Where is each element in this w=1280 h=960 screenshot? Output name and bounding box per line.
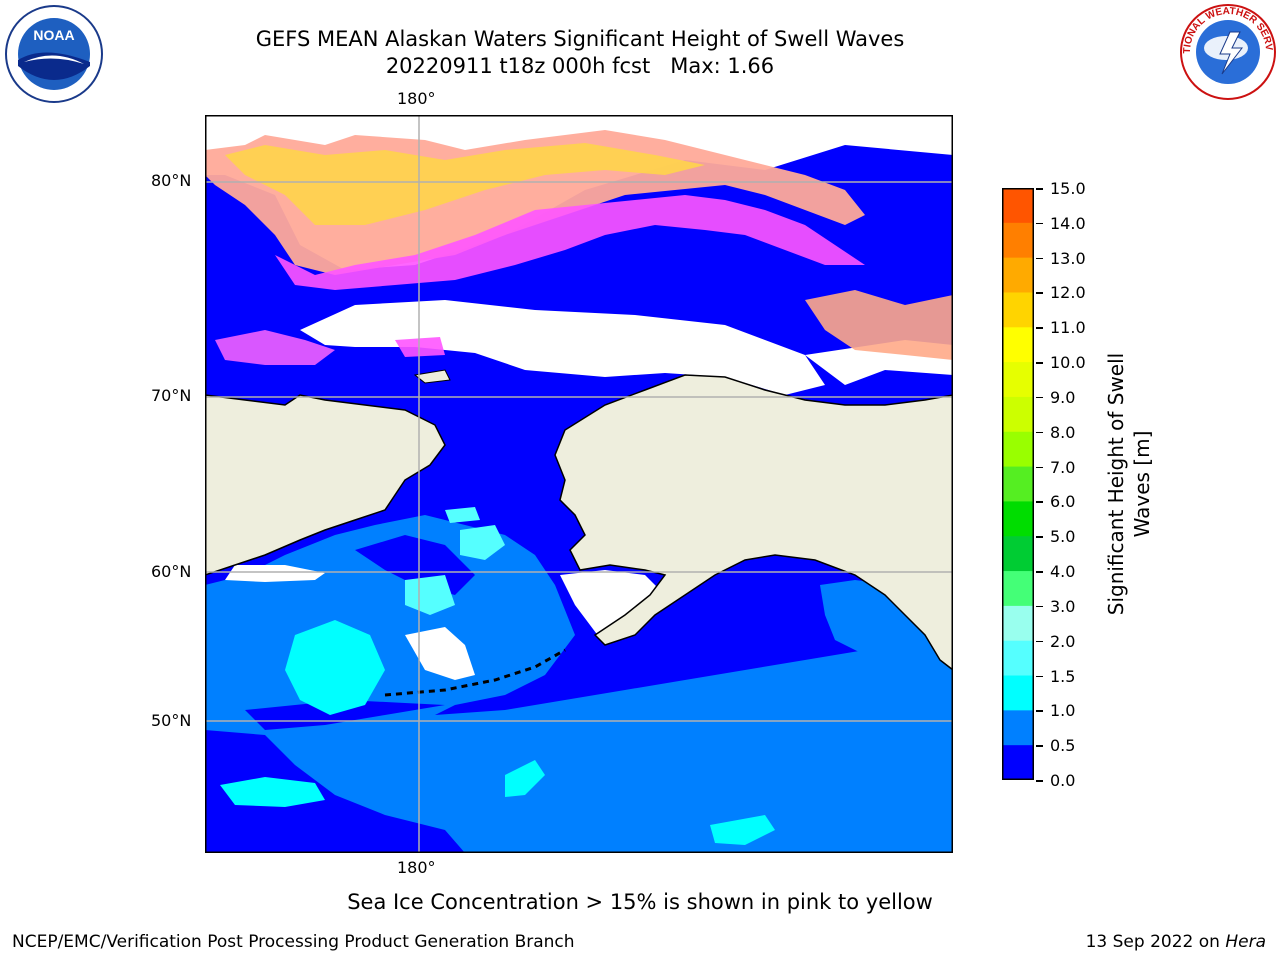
- colorbar-tick: [1036, 397, 1043, 399]
- colorbar-ticks: 15.0 14.0 13.0 12.0 11.0 10.0 9.0 8.0 7.0 6.0 5.0 4…: [1036, 181, 1106, 791]
- colorbar-swatch: [1002, 641, 1034, 676]
- colorbar-tick-label: 2.0: [1050, 634, 1075, 650]
- colorbar-tick-label: 0.0: [1050, 773, 1075, 789]
- colorbar-swatch: [1002, 327, 1034, 362]
- footer-credit: NCEP/EMC/Verification Post Processing Pr…: [12, 932, 575, 952]
- colorbar-tick: [1036, 745, 1043, 747]
- colorbar-tick: [1036, 710, 1043, 712]
- colorbar-tick: [1036, 676, 1043, 678]
- colorbar-tick-label: 14.0: [1050, 216, 1086, 232]
- colorbar-swatch: [1002, 606, 1034, 641]
- chart-subtitle: 20220911 t18z 000h fcst Max: 1.66: [0, 54, 1160, 78]
- colorbar-tick-label: 9.0: [1050, 390, 1075, 406]
- nws-logo: NATIONAL WEATHER SERVICE: [1178, 2, 1280, 102]
- colorbar-swatch: [1002, 432, 1034, 467]
- colorbar-swatch: [1002, 710, 1034, 745]
- colorbar-swatch: [1002, 362, 1034, 397]
- colorbar-swatch: [1002, 223, 1034, 258]
- footer-date-text: 13 Sep 2022 on: [1086, 932, 1226, 952]
- svg-text:NOAA: NOAA: [33, 27, 74, 43]
- colorbar-tick: [1036, 467, 1043, 469]
- colorbar-swatch: [1002, 467, 1034, 502]
- colorbar-tick-label: 11.0: [1050, 320, 1086, 336]
- colorbar-tick-label: 8.0: [1050, 425, 1075, 441]
- colorbar-tick: [1036, 606, 1043, 608]
- lat-label-70: 70°N: [151, 386, 191, 405]
- colorbar-tick-label: 0.5: [1050, 738, 1075, 754]
- colorbar-swatch: [1002, 292, 1034, 327]
- colorbar-tick-label: 1.5: [1050, 669, 1075, 685]
- colorbar-tick: [1036, 501, 1043, 503]
- colorbar-tick-label: 1.0: [1050, 703, 1075, 719]
- colorbar-tick-label: 12.0: [1050, 285, 1086, 301]
- colorbar: [1002, 188, 1034, 780]
- colorbar-tick-label: 15.0: [1050, 181, 1086, 197]
- lat-label-50: 50°N: [151, 711, 191, 730]
- colorbar-tick: [1036, 223, 1043, 225]
- colorbar-tick-label: 5.0: [1050, 529, 1075, 545]
- lon-label-top: 180°: [397, 89, 436, 108]
- colorbar-swatch: [1002, 571, 1034, 606]
- colorbar-swatch: [1002, 188, 1034, 223]
- sea-ice-caption: Sea Ice Concentration > 15% is shown in …: [0, 890, 1280, 914]
- footer-host: Hera: [1225, 932, 1266, 952]
- noaa-logo: NOAA: [4, 4, 104, 104]
- colorbar-tick-label: 4.0: [1050, 564, 1075, 580]
- footer-date: 13 Sep 2022 on Hera: [1086, 932, 1266, 952]
- colorbar-swatch: [1002, 397, 1034, 432]
- map-panel: [205, 115, 953, 853]
- colorbar-swatch: [1002, 258, 1034, 293]
- colorbar-tick: [1036, 571, 1043, 573]
- colorbar-tick: [1036, 362, 1043, 364]
- colorbar-tick-label: 13.0: [1050, 251, 1086, 267]
- colorbar-swatch: [1002, 745, 1034, 780]
- colorbar-tick-label: 6.0: [1050, 494, 1075, 510]
- colorbar-tick-label: 3.0: [1050, 599, 1075, 615]
- colorbar-swatch: [1002, 536, 1034, 571]
- lat-label-80: 80°N: [151, 171, 191, 190]
- colorbar-tick: [1036, 780, 1043, 782]
- colorbar-tick: [1036, 258, 1043, 260]
- colorbar-tick: [1036, 292, 1043, 294]
- colorbar-title: Significant Height of Swell Waves [m]: [1103, 334, 1155, 634]
- colorbar-tick: [1036, 188, 1043, 190]
- colorbar-swatch: [1002, 501, 1034, 536]
- colorbar-swatch: [1002, 676, 1034, 711]
- colorbar-tick: [1036, 432, 1043, 434]
- colorbar-tick: [1036, 536, 1043, 538]
- colorbar-tick: [1036, 327, 1043, 329]
- colorbar-tick-label: 7.0: [1050, 460, 1075, 476]
- lon-label-bottom: 180°: [397, 858, 436, 877]
- colorbar-tick: [1036, 641, 1043, 643]
- chart-title: GEFS MEAN Alaskan Waters Significant Hei…: [0, 27, 1160, 51]
- colorbar-tick-label: 10.0: [1050, 355, 1086, 371]
- lat-label-60: 60°N: [151, 562, 191, 581]
